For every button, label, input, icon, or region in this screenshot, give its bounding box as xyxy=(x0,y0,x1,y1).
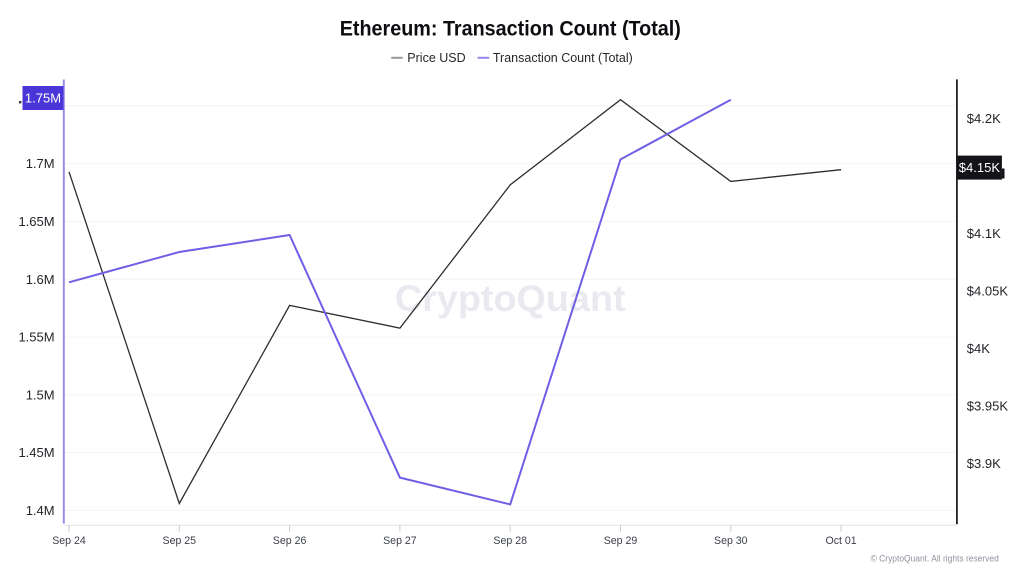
svg-text:Price USD: Price USD xyxy=(407,51,465,65)
svg-text:Sep 25: Sep 25 xyxy=(163,535,197,547)
svg-text:$3.95K: $3.95K xyxy=(967,398,1009,413)
svg-text:1.4M: 1.4M xyxy=(26,503,55,518)
svg-text:Oct 01: Oct 01 xyxy=(825,535,856,547)
svg-text:1.7M: 1.7M xyxy=(26,156,55,171)
svg-text:$4.15K: $4.15K xyxy=(959,160,1001,175)
svg-text:1.5M: 1.5M xyxy=(26,387,55,402)
svg-text:Ethereum: Transaction Count (T: Ethereum: Transaction Count (Total) xyxy=(340,18,681,41)
svg-text:Sep 30: Sep 30 xyxy=(714,535,748,547)
svg-text:1.65M: 1.65M xyxy=(18,214,54,229)
svg-text:Sep 29: Sep 29 xyxy=(604,535,638,547)
svg-text:$4K: $4K xyxy=(967,341,990,356)
svg-text:Sep 28: Sep 28 xyxy=(493,535,527,547)
svg-text:1.45M: 1.45M xyxy=(18,445,54,460)
svg-text:Sep 26: Sep 26 xyxy=(273,535,307,547)
svg-text:$4.05K: $4.05K xyxy=(967,283,1009,298)
svg-text:$4.2K: $4.2K xyxy=(967,111,1001,126)
svg-text:1.55M: 1.55M xyxy=(18,330,54,345)
svg-text:1.6M: 1.6M xyxy=(26,272,55,287)
svg-text:CryptoQuant: CryptoQuant xyxy=(395,278,626,319)
svg-text:Sep 24: Sep 24 xyxy=(52,535,86,547)
svg-text:© CryptoQuant. All rights rese: © CryptoQuant. All rights reserved xyxy=(871,553,999,563)
svg-text:$3.9K: $3.9K xyxy=(967,456,1001,471)
svg-text:Transaction Count (Total): Transaction Count (Total) xyxy=(493,51,633,65)
svg-text:$4.1K: $4.1K xyxy=(967,226,1001,241)
svg-text:Sep 27: Sep 27 xyxy=(383,535,417,547)
svg-text:1.75M: 1.75M xyxy=(25,91,61,106)
